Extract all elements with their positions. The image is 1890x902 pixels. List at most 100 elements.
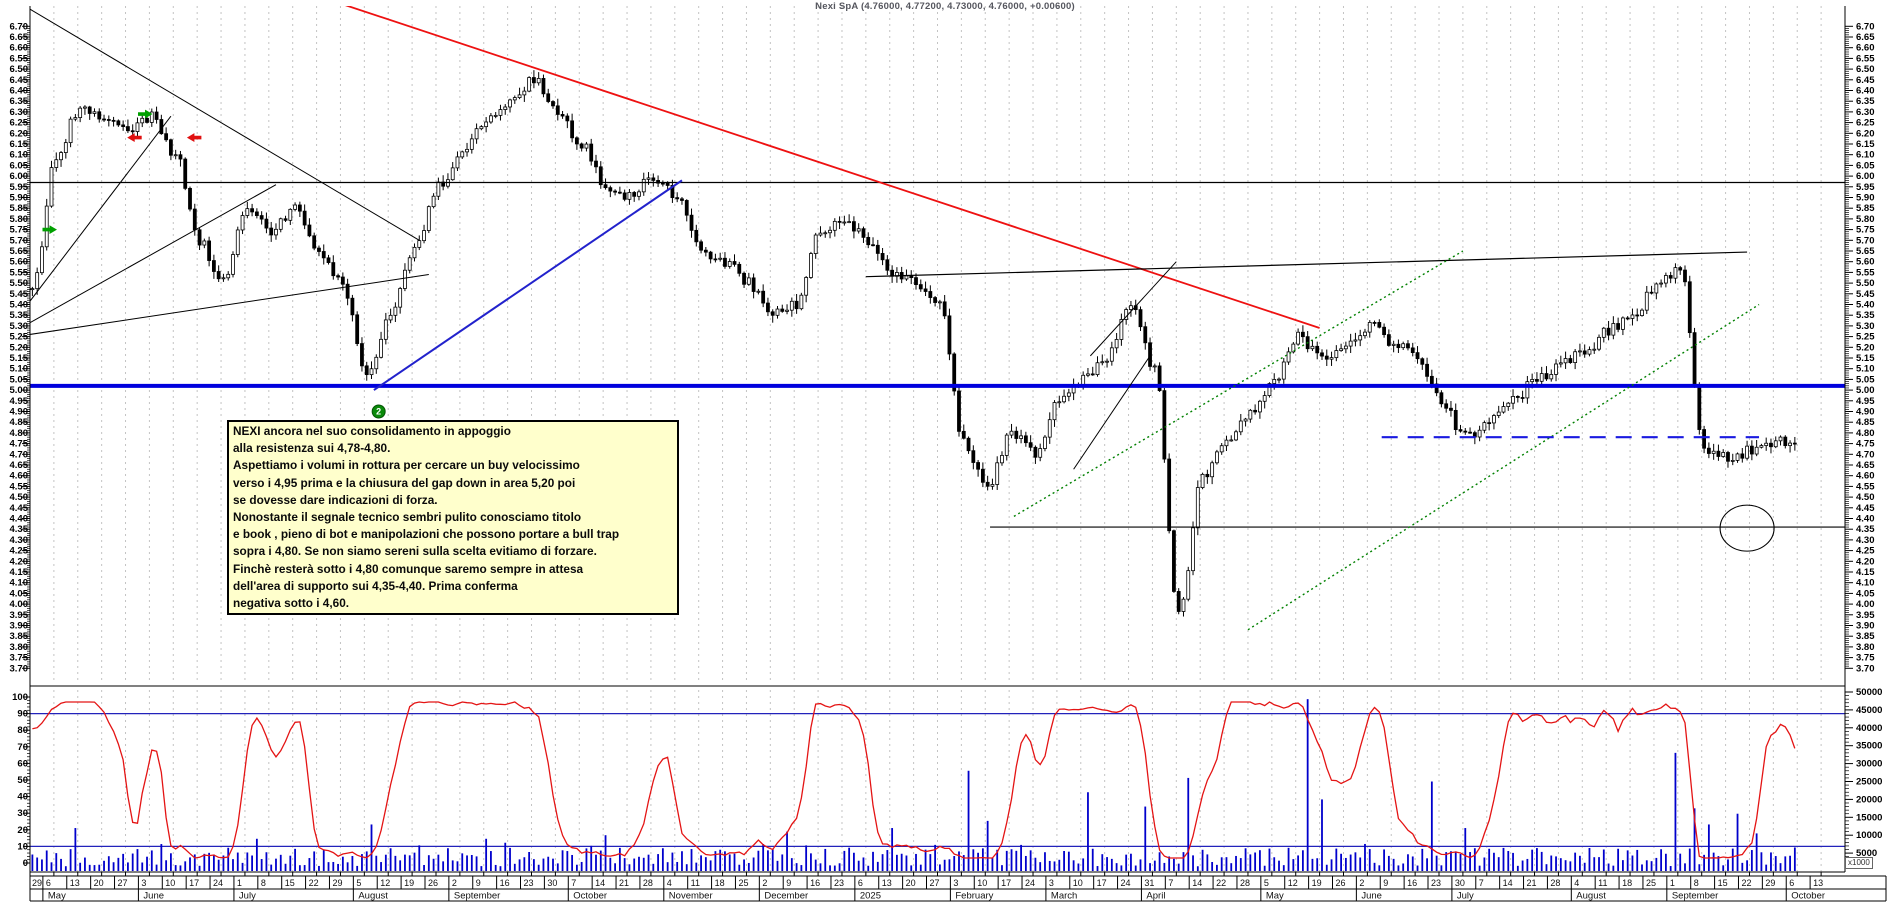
candlesticks xyxy=(30,70,1797,617)
svg-text:10: 10 xyxy=(977,878,987,888)
svg-text:5.00: 5.00 xyxy=(1856,385,1875,396)
svg-text:4.20: 4.20 xyxy=(10,556,29,567)
svg-text:4.10: 4.10 xyxy=(10,578,29,589)
note-line: e book , pieno di bot e manipolazioni ch… xyxy=(233,527,620,542)
svg-text:3.80: 3.80 xyxy=(10,642,29,653)
svg-text:11: 11 xyxy=(1598,878,1607,888)
svg-text:30000: 30000 xyxy=(1856,759,1882,770)
svg-text:19: 19 xyxy=(404,878,414,888)
svg-text:6.15: 6.15 xyxy=(10,139,29,150)
svg-text:3: 3 xyxy=(141,878,146,888)
svg-text:5.95: 5.95 xyxy=(1856,182,1875,193)
svg-text:5.75: 5.75 xyxy=(1856,225,1875,236)
svg-text:15: 15 xyxy=(285,878,295,888)
svg-text:5.60: 5.60 xyxy=(1856,257,1875,268)
svg-text:4.30: 4.30 xyxy=(1856,535,1875,546)
svg-text:4.90: 4.90 xyxy=(1856,407,1875,418)
svg-text:6.45: 6.45 xyxy=(10,75,29,86)
note-line: verso i 4,95 prima e la chiusura del gap… xyxy=(233,475,576,490)
svg-text:5.95: 5.95 xyxy=(10,182,29,193)
volume-bars xyxy=(31,699,1796,871)
svg-text:18: 18 xyxy=(715,878,725,888)
svg-text:July: July xyxy=(1457,891,1474,902)
note-line: sopra i 4,80. Se non siamo sereni sulla … xyxy=(233,544,597,559)
note-line: Aspettiamo i volumi in rottura per cerca… xyxy=(233,458,580,473)
svg-text:5.35: 5.35 xyxy=(10,310,29,321)
svg-text:4.15: 4.15 xyxy=(1856,567,1875,578)
svg-text:7: 7 xyxy=(571,878,576,888)
svg-text:5.70: 5.70 xyxy=(10,235,29,246)
svg-text:4.90: 4.90 xyxy=(10,407,29,418)
svg-text:4.70: 4.70 xyxy=(1856,449,1875,460)
svg-text:5.80: 5.80 xyxy=(1856,214,1875,225)
svg-text:5.70: 5.70 xyxy=(1856,235,1875,246)
volume-unit-label: x1000 xyxy=(1845,857,1873,869)
svg-text:6.15: 6.15 xyxy=(1856,139,1875,150)
svg-text:5.80: 5.80 xyxy=(10,214,29,225)
svg-text:40000: 40000 xyxy=(1856,723,1882,734)
svg-text:3: 3 xyxy=(1049,878,1054,888)
svg-text:5.90: 5.90 xyxy=(1856,193,1875,204)
svg-text:21: 21 xyxy=(619,878,629,888)
svg-text:35000: 35000 xyxy=(1856,741,1882,752)
svg-text:8: 8 xyxy=(1694,878,1699,888)
svg-text:3.70: 3.70 xyxy=(1856,663,1875,674)
svg-text:24: 24 xyxy=(213,878,223,888)
svg-text:15000: 15000 xyxy=(1856,812,1882,823)
svg-text:4.05: 4.05 xyxy=(1856,588,1875,599)
svg-text:100: 100 xyxy=(12,692,28,703)
svg-text:40: 40 xyxy=(17,792,28,803)
svg-text:6.55: 6.55 xyxy=(10,53,29,64)
svg-text:4.65: 4.65 xyxy=(1856,460,1875,471)
svg-text:October: October xyxy=(1791,891,1825,902)
svg-text:20: 20 xyxy=(94,878,104,888)
svg-text:May: May xyxy=(1266,891,1284,902)
svg-text:4.45: 4.45 xyxy=(10,503,29,514)
svg-text:0: 0 xyxy=(23,858,28,869)
note-line: NEXI ancora nel suo consolidamento in ap… xyxy=(233,424,511,438)
svg-text:12: 12 xyxy=(380,878,390,888)
svg-text:27: 27 xyxy=(930,878,940,888)
svg-text:2: 2 xyxy=(376,407,381,417)
svg-text:3.80: 3.80 xyxy=(1856,642,1875,653)
overlay-red-downtrend xyxy=(344,6,1320,329)
svg-text:4.75: 4.75 xyxy=(10,439,29,450)
svg-text:6.55: 6.55 xyxy=(1856,53,1875,64)
signal-markers: 2 xyxy=(42,109,1775,552)
svg-text:5.15: 5.15 xyxy=(1856,353,1875,364)
svg-text:7: 7 xyxy=(1168,878,1173,888)
svg-text:November: November xyxy=(669,891,713,902)
svg-text:4.60: 4.60 xyxy=(10,471,29,482)
svg-text:6.65: 6.65 xyxy=(1856,32,1875,43)
svg-text:4.40: 4.40 xyxy=(1856,514,1875,525)
overlay-green-channel-upper xyxy=(1013,250,1464,517)
svg-text:18: 18 xyxy=(1622,878,1632,888)
svg-text:20: 20 xyxy=(17,825,28,836)
svg-text:27: 27 xyxy=(118,878,128,888)
svg-text:5.10: 5.10 xyxy=(1856,364,1875,375)
svg-text:17: 17 xyxy=(1001,878,1011,888)
svg-text:23: 23 xyxy=(1431,878,1441,888)
svg-text:4.25: 4.25 xyxy=(10,546,29,557)
svg-text:5.65: 5.65 xyxy=(10,246,29,257)
svg-text:5: 5 xyxy=(356,878,361,888)
svg-text:25: 25 xyxy=(738,878,748,888)
analysis-note-box[interactable]: NEXI ancora nel suo consolidamento in ap… xyxy=(227,420,679,616)
svg-text:6.05: 6.05 xyxy=(1856,160,1875,171)
svg-text:6.20: 6.20 xyxy=(1856,128,1875,139)
svg-text:15: 15 xyxy=(1718,878,1728,888)
svg-text:6.45: 6.45 xyxy=(1856,75,1875,86)
svg-text:6: 6 xyxy=(1789,878,1794,888)
svg-text:2: 2 xyxy=(762,878,767,888)
svg-text:5.55: 5.55 xyxy=(1856,267,1875,278)
overlay-blue-uptrend xyxy=(373,179,683,391)
svg-text:6.70: 6.70 xyxy=(1856,21,1875,32)
svg-text:3.95: 3.95 xyxy=(10,610,29,621)
svg-text:28: 28 xyxy=(1240,878,1250,888)
svg-text:3: 3 xyxy=(953,878,958,888)
svg-text:4.60: 4.60 xyxy=(1856,471,1875,482)
svg-text:22: 22 xyxy=(1741,878,1751,888)
svg-text:50: 50 xyxy=(17,775,28,786)
svg-text:July: July xyxy=(239,891,256,902)
svg-text:24: 24 xyxy=(1121,878,1131,888)
